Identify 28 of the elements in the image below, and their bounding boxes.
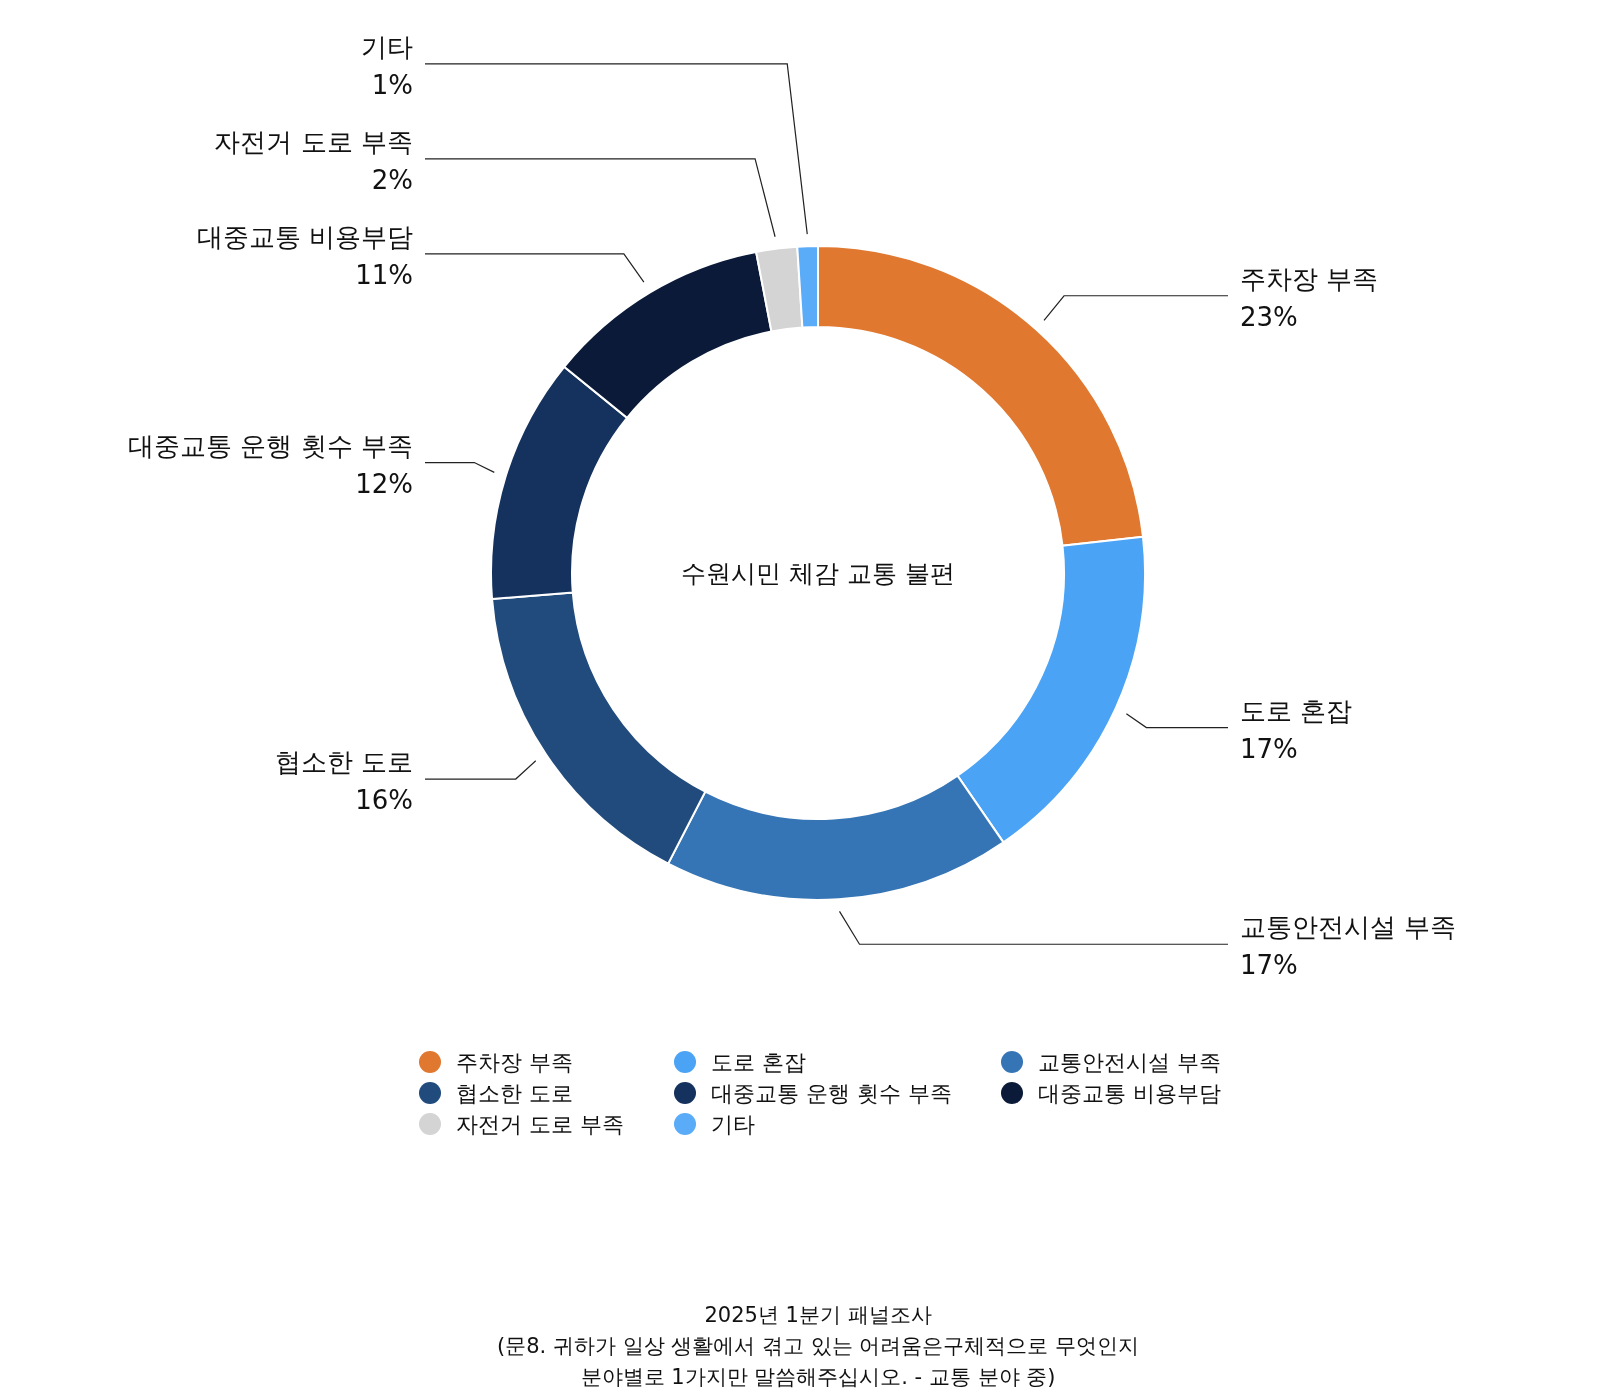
data-label: 2% — [371, 164, 413, 195]
data-label: 16% — [355, 785, 413, 816]
data-label: 12% — [355, 468, 413, 499]
legend-label: 대중교통 비용부담 — [1038, 1081, 1221, 1106]
slice-label: 대중교통 비용부담 — [196, 221, 413, 252]
slice-label: 기타 — [361, 31, 413, 62]
legend-label: 교통안전시설 부족 — [1038, 1050, 1221, 1075]
slice-label: 협소한 도로 — [274, 747, 413, 778]
data-label: 1% — [371, 69, 413, 100]
data-label: 17% — [1240, 733, 1298, 764]
legend-label: 도로 혼잡 — [711, 1050, 806, 1075]
data-label: 17% — [1240, 950, 1298, 981]
slice-label: 도로 혼잡 — [1240, 695, 1353, 726]
legend-label: 기타 — [711, 1112, 755, 1137]
legend-label: 협소한 도로 — [456, 1081, 573, 1106]
legend-label: 주차장 부족 — [456, 1050, 573, 1075]
data-label: 11% — [355, 259, 413, 290]
legend-label: 자전거 도로 부족 — [456, 1112, 624, 1137]
slice-label: 교통안전시설 부족 — [1240, 912, 1457, 943]
slice-label: 주차장 부족 — [1240, 263, 1379, 294]
text: 분야별로 1가지만 말씀해주십시오. - 교통 분야 중) — [580, 1365, 1056, 1389]
slice-label: 자전거 도로 부족 — [214, 126, 413, 157]
text: 2025년 1분기 패널조사 — [704, 1303, 932, 1327]
slice-label: 대중교통 운행 횟수 부족 — [128, 430, 413, 461]
text: (문8. 귀하가 일상 생활에서 겪고 있는 어려움은구체적으로 무엇인지 — [497, 1334, 1139, 1358]
text: 수원시민 체감 교통 불편 — [681, 559, 955, 588]
data-label: 23% — [1240, 301, 1298, 332]
legend-label: 대중교통 운행 횟수 부족 — [711, 1081, 952, 1106]
